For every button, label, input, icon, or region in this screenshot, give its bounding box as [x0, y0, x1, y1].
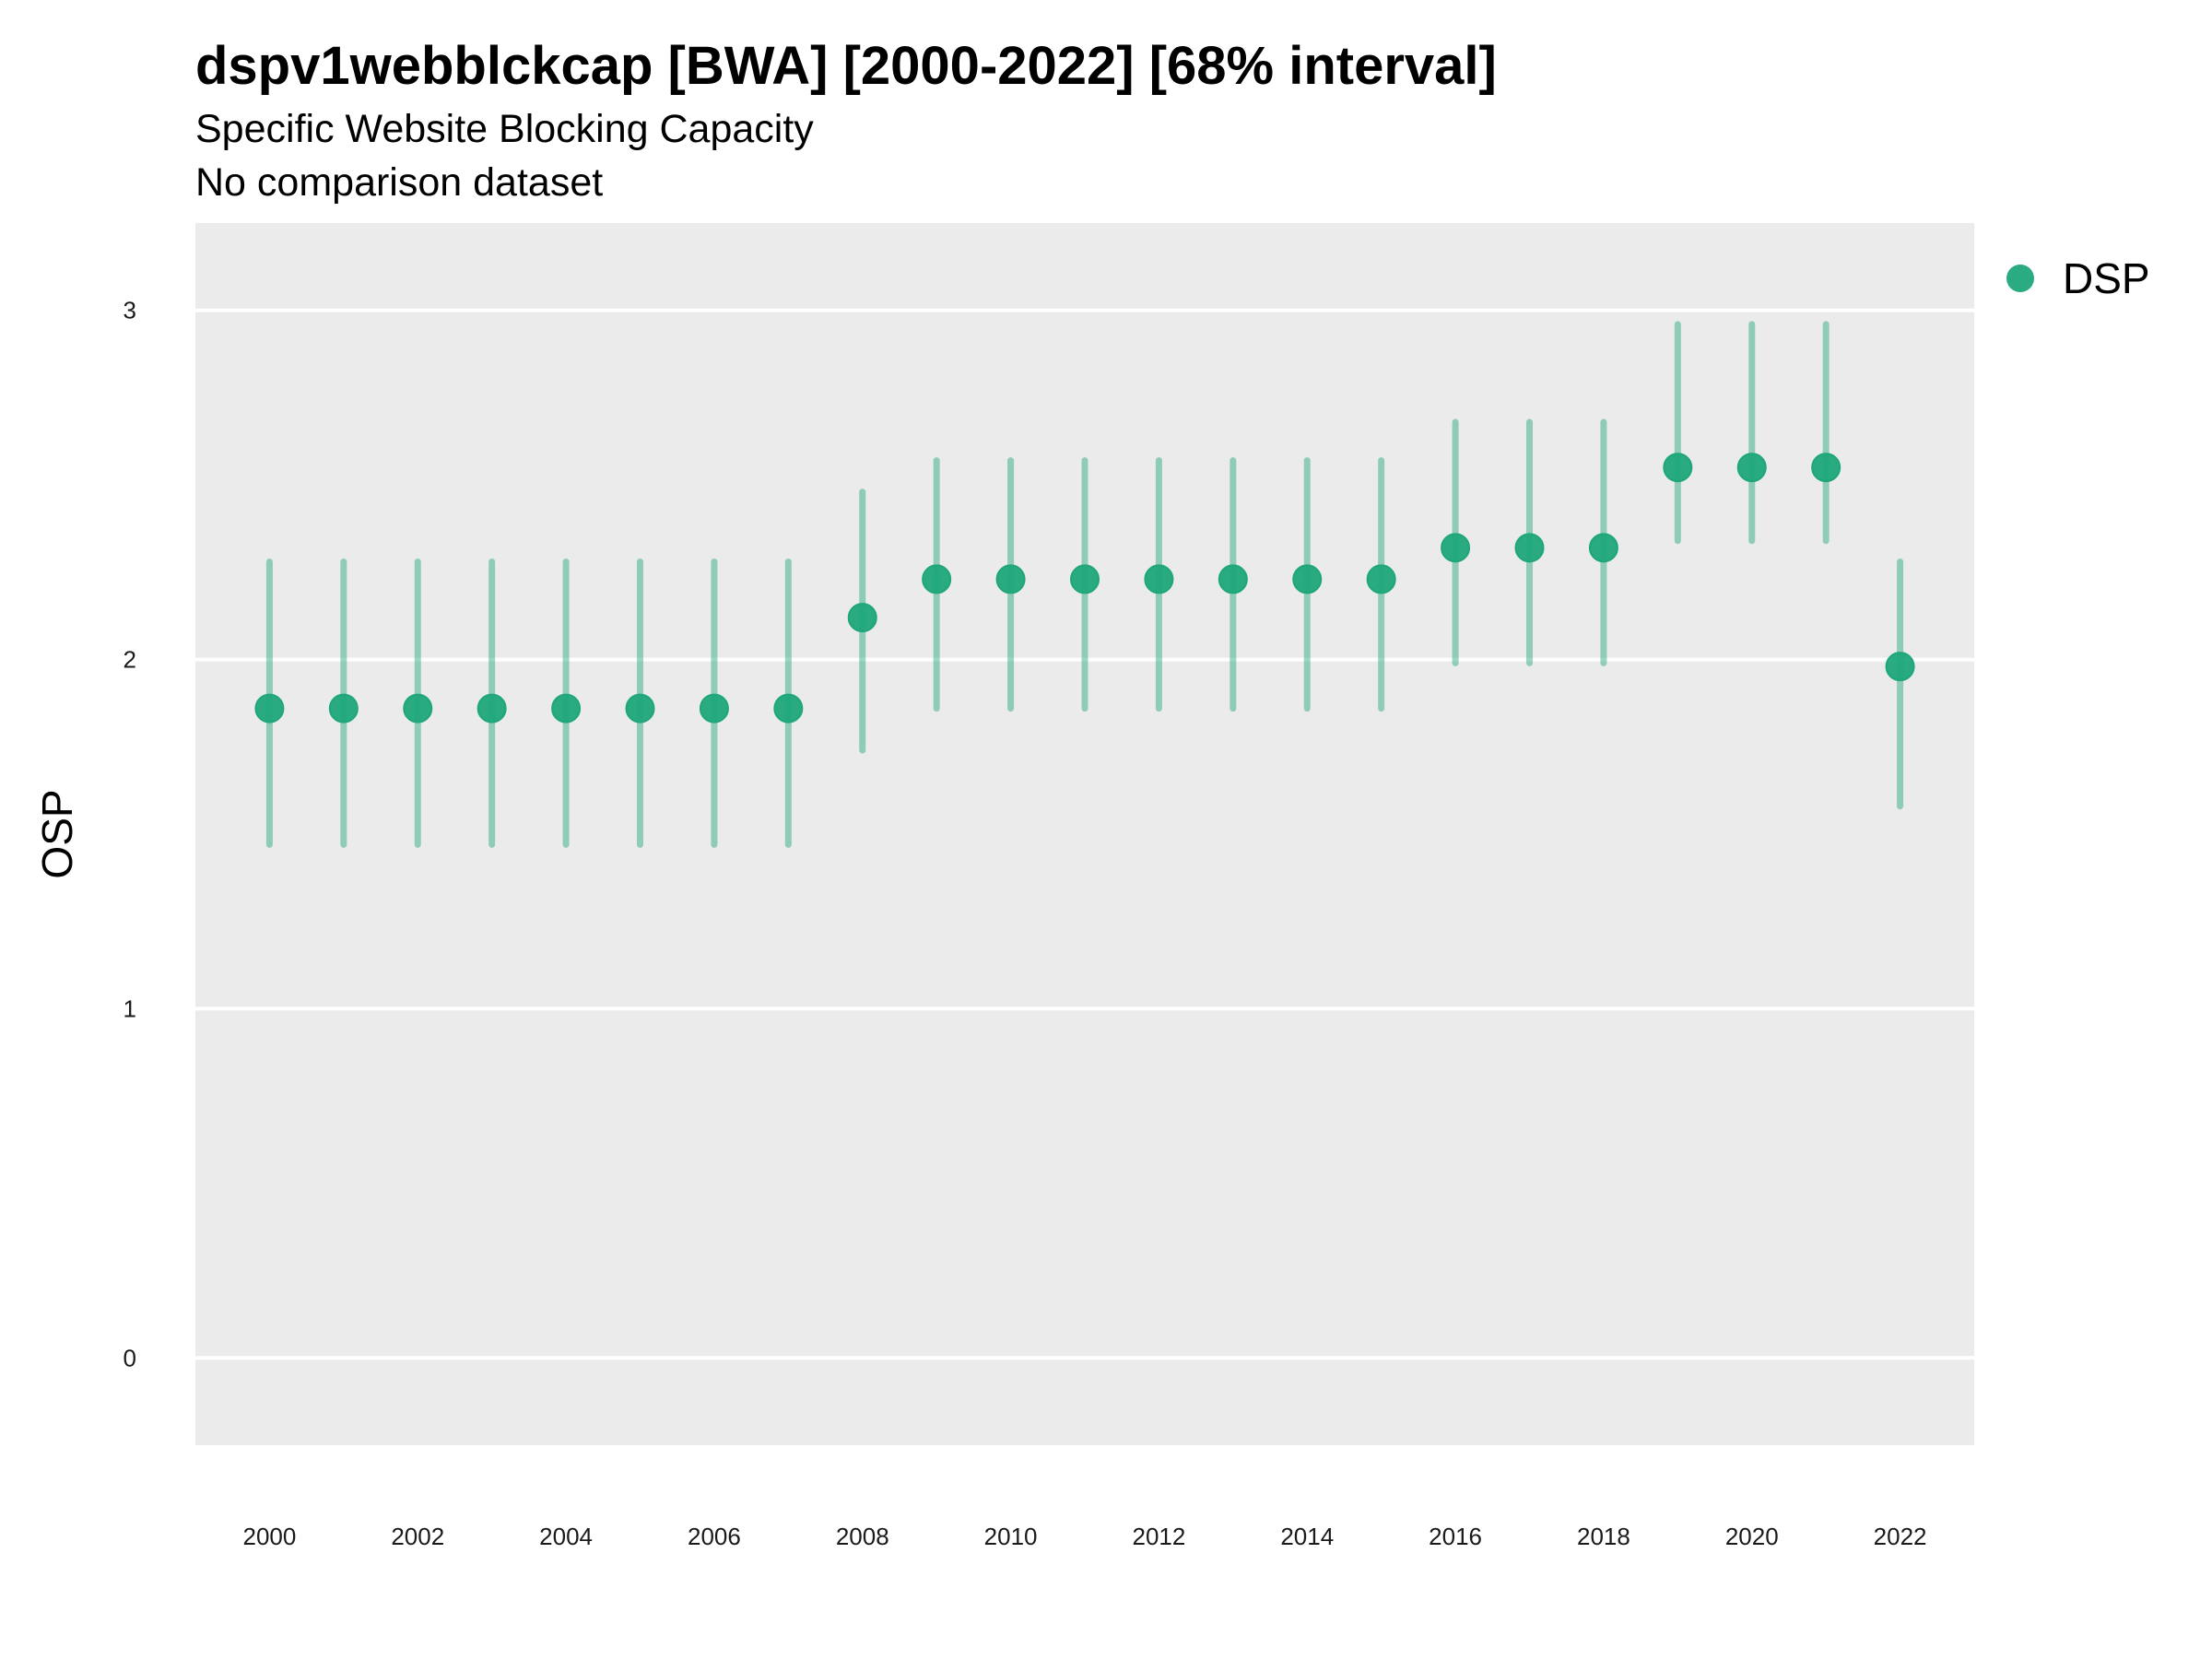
y-tick-label-2: 2	[124, 646, 136, 674]
x-tick-label-2014: 2014	[1280, 1523, 1334, 1550]
data-point-2005	[625, 693, 655, 724]
x-tick-label-2004: 2004	[539, 1523, 593, 1550]
data-point-2013	[1218, 564, 1248, 594]
x-axis-ticks: 2000 2002 2004 2006 2008 2010 2012 2014 2016 2018…	[242, 1523, 1926, 1550]
y-axis-ticks: 0 1 2 3	[124, 297, 136, 1372]
data-point-2015	[1366, 564, 1396, 594]
data-point-2019	[1663, 453, 1693, 483]
x-tick-label-2002: 2002	[391, 1523, 444, 1550]
x-tick-label-2022: 2022	[1874, 1523, 1927, 1550]
data-point-2020	[1736, 453, 1767, 483]
chart-subtitle-comparison: No comparison dataset	[195, 160, 604, 205]
x-tick-label-2010: 2010	[984, 1523, 1038, 1550]
data-point-2018	[1588, 533, 1618, 563]
chart-subtitle-variable: Specific Website Blocking Capacity	[195, 107, 814, 151]
data-point-2021	[1811, 453, 1841, 483]
data-point-2002	[403, 693, 433, 724]
data-point-2011	[1070, 564, 1100, 594]
data-point-2007	[773, 693, 804, 724]
x-tick-label-2008: 2008	[836, 1523, 889, 1550]
legend: DSP	[2006, 254, 2150, 302]
y-axis-title: OSP	[33, 789, 81, 878]
data-points	[254, 453, 1915, 724]
x-tick-label-2000: 2000	[242, 1523, 296, 1550]
legend-swatch-dsp	[2006, 265, 2034, 292]
gridlines	[195, 308, 1974, 1360]
data-point-2006	[699, 693, 729, 724]
data-point-2009	[922, 564, 952, 594]
data-point-2017	[1514, 533, 1545, 563]
chart-title: dspv1webblckcap [BWA] [2000-2022] [68% i…	[195, 36, 1497, 96]
data-point-2001	[328, 693, 359, 724]
x-tick-label-2020: 2020	[1725, 1523, 1779, 1550]
x-tick-label-2006: 2006	[688, 1523, 741, 1550]
data-point-2004	[551, 693, 582, 724]
data-point-2016	[1441, 533, 1471, 563]
data-point-2014	[1292, 564, 1323, 594]
x-tick-label-2016: 2016	[1429, 1523, 1482, 1550]
plot-panel	[195, 223, 1974, 1445]
data-point-2022	[1885, 652, 1915, 682]
y-tick-label-3: 3	[124, 297, 136, 324]
data-point-2012	[1144, 564, 1174, 594]
data-point-2010	[995, 564, 1026, 594]
y-tick-label-0: 0	[124, 1344, 136, 1371]
legend-label-dsp: DSP	[2063, 254, 2150, 302]
y-tick-label-1: 1	[124, 994, 136, 1022]
x-tick-label-2012: 2012	[1132, 1523, 1185, 1550]
data-point-2003	[477, 693, 507, 724]
data-point-2008	[847, 603, 877, 633]
data-point-2000	[254, 693, 285, 724]
x-tick-label-2018: 2018	[1577, 1523, 1630, 1550]
